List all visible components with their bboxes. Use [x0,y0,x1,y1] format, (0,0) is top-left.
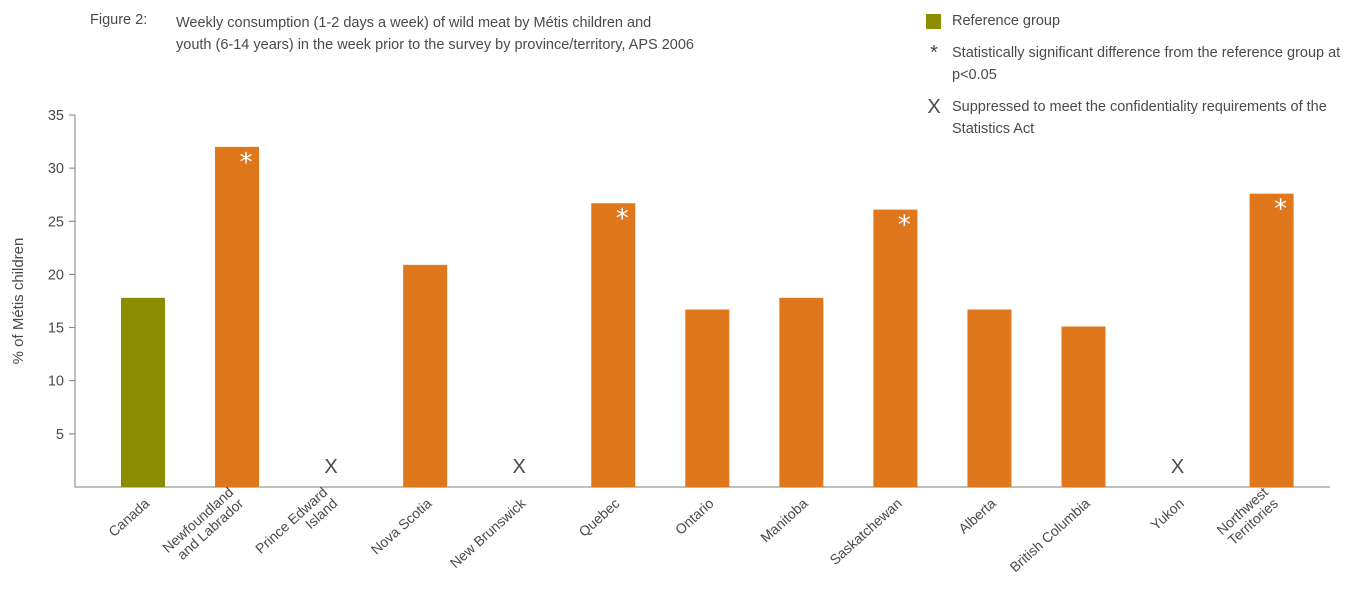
significance-marker: * [1274,195,1287,225]
x-tick-label-line: Alberta [955,495,999,537]
x-tick-label-line: Nova Scotia [368,495,435,558]
suppressed-marker: X [1171,456,1184,478]
x-tick-label-line: Ontario [672,495,717,538]
y-tick-label: 25 [48,214,64,230]
x-tick-label: New Brunswick [447,494,530,571]
y-tick-label: 35 [48,108,64,124]
x-tick-label-line: Saskatchewan [826,495,904,568]
legend-label-reference: Reference group [952,13,1061,29]
x-tick-label: Ontario [672,495,717,538]
legend-item-significant: * Statistically significant difference f… [922,42,1342,86]
y-tick-label: 30 [48,161,64,177]
y-axis-title: % of Métis children [10,238,27,365]
suppressed-marker: X [513,456,526,478]
x-tick-label: Prince EdwardIsland [252,484,340,568]
significance-marker: * [898,211,911,241]
x-tick-label: Yukon [1147,495,1187,533]
bar [1249,193,1294,487]
x-tick-label-line: Yukon [1147,495,1187,533]
figure-title: Weekly consumption (1-2 days a week) of … [176,12,826,56]
legend-label-significant: Statistically significant difference fro… [952,45,1341,83]
x-tick-label: Canada [105,495,152,540]
bar [685,309,730,487]
bar [215,146,260,487]
bar [967,309,1012,487]
legend-item-reference: Reference group [922,10,1342,32]
x-tick-label: NorthwestTerritories [1213,484,1281,549]
x-tick-label-line: Manitoba [757,495,811,546]
x-tick-label: Newfoundlandand Labrador [159,484,247,567]
significance-marker: * [616,204,629,234]
x-tick-label: Nova Scotia [368,495,435,558]
legend-label-suppressed: Suppressed to meet the confidentiality r… [952,99,1327,137]
y-tick-label: 10 [48,374,64,390]
x-tick-label: Saskatchewan [826,495,904,568]
figure-title-line-1: Weekly consumption (1-2 days a week) of … [176,15,652,31]
suppressed-marker: X [324,456,337,478]
bar [873,209,918,487]
legend-swatch-reference [926,14,941,29]
bar [121,297,165,487]
y-tick-label: 20 [48,267,64,283]
bar [591,203,636,487]
y-tick-label: 15 [48,321,64,337]
x-tick-label: Quebec [575,495,622,540]
x-tick-label-line: British Columbia [1006,495,1093,575]
x-tick-label: Alberta [955,495,999,537]
y-tick-label: 5 [56,427,64,443]
x-tick-label-line: New Brunswick [447,494,530,571]
asterisk-icon: * [930,42,938,64]
x-tick-label-line: Canada [105,495,152,540]
x-tick-label-line: Quebec [575,495,622,540]
bar [1061,326,1106,487]
x-tick-label: Manitoba [757,495,811,546]
figure-title-line-2: youth (6-14 years) in the week prior to … [176,37,694,53]
suppressed-x-icon: X [927,96,941,118]
bar [403,264,448,487]
legend: Reference group * Statistically signific… [922,10,1342,150]
x-tick-label: British Columbia [1006,495,1093,575]
legend-item-suppressed: X Suppressed to meet the confidentiality… [922,96,1342,140]
bar [779,297,824,487]
figure-label: Figure 2: [90,12,148,28]
significance-marker: * [240,148,253,178]
